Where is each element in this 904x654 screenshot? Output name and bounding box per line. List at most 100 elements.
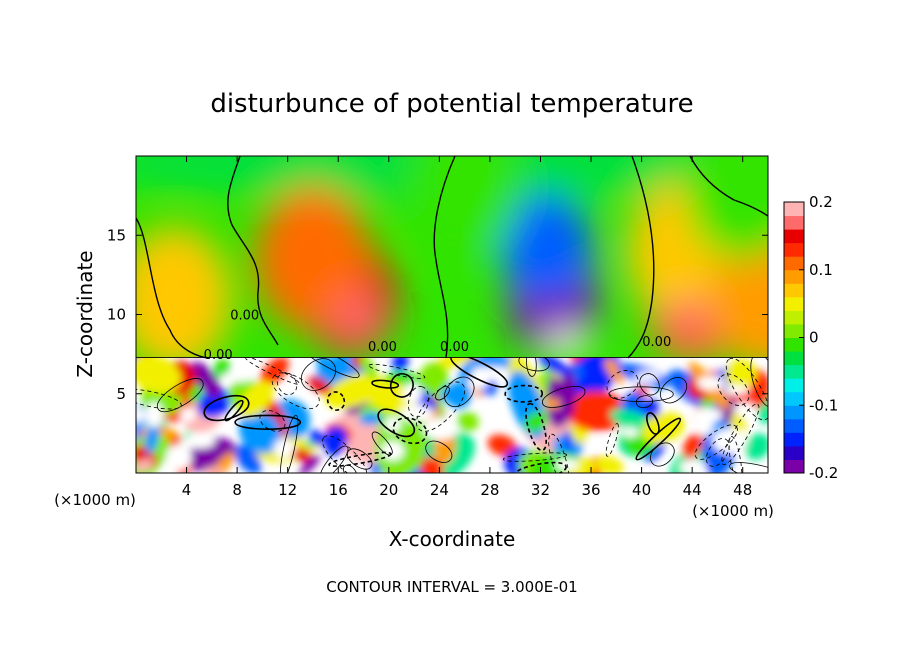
contour-line [518,357,550,372]
colorbar-segment [784,323,804,338]
contour-line [526,357,537,377]
turbulent-cell [359,357,377,380]
contour-line [392,417,428,445]
contour-labels: 0.00 0.00 0.00 0.00 0.00 [204,308,672,363]
contour-line [525,402,547,451]
contour-line [203,394,250,422]
warm-anomaly [333,291,382,344]
colorbar-segment [784,269,804,284]
contour-line [234,414,302,430]
contour-line [694,424,738,460]
contour-line [608,386,674,402]
contour-line [660,377,687,404]
turbulent-cell [136,357,182,394]
upper-field [136,156,768,357]
x-tick-label: 48 [733,481,752,499]
turbulent-gap [403,382,423,404]
turbulent-gap [679,459,707,473]
contour-line [548,433,570,473]
zero-contour [136,217,211,359]
colorbar-segment [784,445,804,460]
zero-contour [627,156,655,359]
turbulent-cell [292,448,313,462]
contour-line [725,358,768,421]
turbulent-gap [136,407,145,423]
colorbar-segment [784,229,804,244]
contour-line [450,357,508,388]
colorbar-segment [784,310,804,325]
turbulent-cell [564,427,572,455]
contour-label: 0.00 [230,308,259,323]
contour-line [542,386,586,408]
contour-line [646,412,660,435]
contour-line [343,464,358,473]
chart-title: disturbunce of potential temperature [210,89,693,119]
contour-line [346,448,373,470]
turbulent-cell [207,451,236,473]
lower-contour-lines [136,357,768,473]
contour-line [416,381,466,432]
turbulent-cell [259,357,289,388]
turbulent-gap [585,436,614,447]
x-tick-label: 20 [379,481,398,499]
turbulent-gap [381,440,405,461]
turbulent-cell [420,457,444,473]
contour-line [635,417,681,461]
cold-anomaly-core [545,329,586,357]
turbulent-gap [474,366,509,381]
turbulent-cell [682,433,703,460]
turbulent-cell [332,413,389,464]
y-tick-label: 10 [107,306,126,324]
contour-line [371,379,400,389]
colorbar-label: -0.2 [809,464,838,482]
contour-label: 0.00 [368,340,397,355]
cold-anomaly [406,156,523,260]
turbulent-cell [434,357,475,370]
turbulent-cell [234,444,262,473]
contour-line [319,445,349,473]
turbulent-gap [180,436,216,449]
contour-line [606,370,639,399]
contour-line [444,376,475,408]
warm-anomaly [710,226,768,357]
contour-line [322,435,368,473]
colorbar-segment [784,432,804,447]
turbulent-cell [595,455,624,473]
turbulent-cell [191,361,221,398]
contour-line [245,357,300,385]
colorbar-segment [784,351,804,366]
contour-line [729,462,768,473]
contour-interval-note: CONTOUR INTERVAL = 3.000E-01 [326,578,577,596]
turbulent-cell [239,410,282,454]
colorbar-segment [784,459,804,474]
turbulent-gap [733,402,755,416]
colorbar-segment [784,283,804,298]
contour-line [721,403,760,465]
contour-line [224,400,244,422]
contour-line [728,436,743,473]
turbulent-cell [487,434,518,457]
contour-line [389,373,414,398]
y-axis: 5 10 15 [107,226,768,403]
turbulent-cell [744,433,768,460]
colorbar-label: 0.1 [809,261,833,279]
turbulent-cell [725,358,757,390]
turbulent-cell [299,454,321,473]
x-tick-label: 36 [581,481,600,499]
contour-line [635,395,653,409]
colorbar-segment [784,391,804,406]
colorbar: 0.2 0.1 0 -0.1 -0.2 [783,193,838,482]
turbulent-cell [604,358,625,384]
contour-line [605,423,619,457]
contour-line [425,440,453,463]
turbulent-cell [136,458,154,473]
colorbar-segment [784,256,804,271]
x-tick-label: 40 [632,481,651,499]
contour-line [371,431,393,456]
warm-anomaly [666,297,711,342]
contour-line [639,373,660,396]
turbulent-gap [723,385,749,395]
warm-anomaly [136,226,232,357]
x-axis: 4 8 12 16 20 24 28 32 36 40 44 48 [182,156,752,499]
contour-line [136,388,182,410]
